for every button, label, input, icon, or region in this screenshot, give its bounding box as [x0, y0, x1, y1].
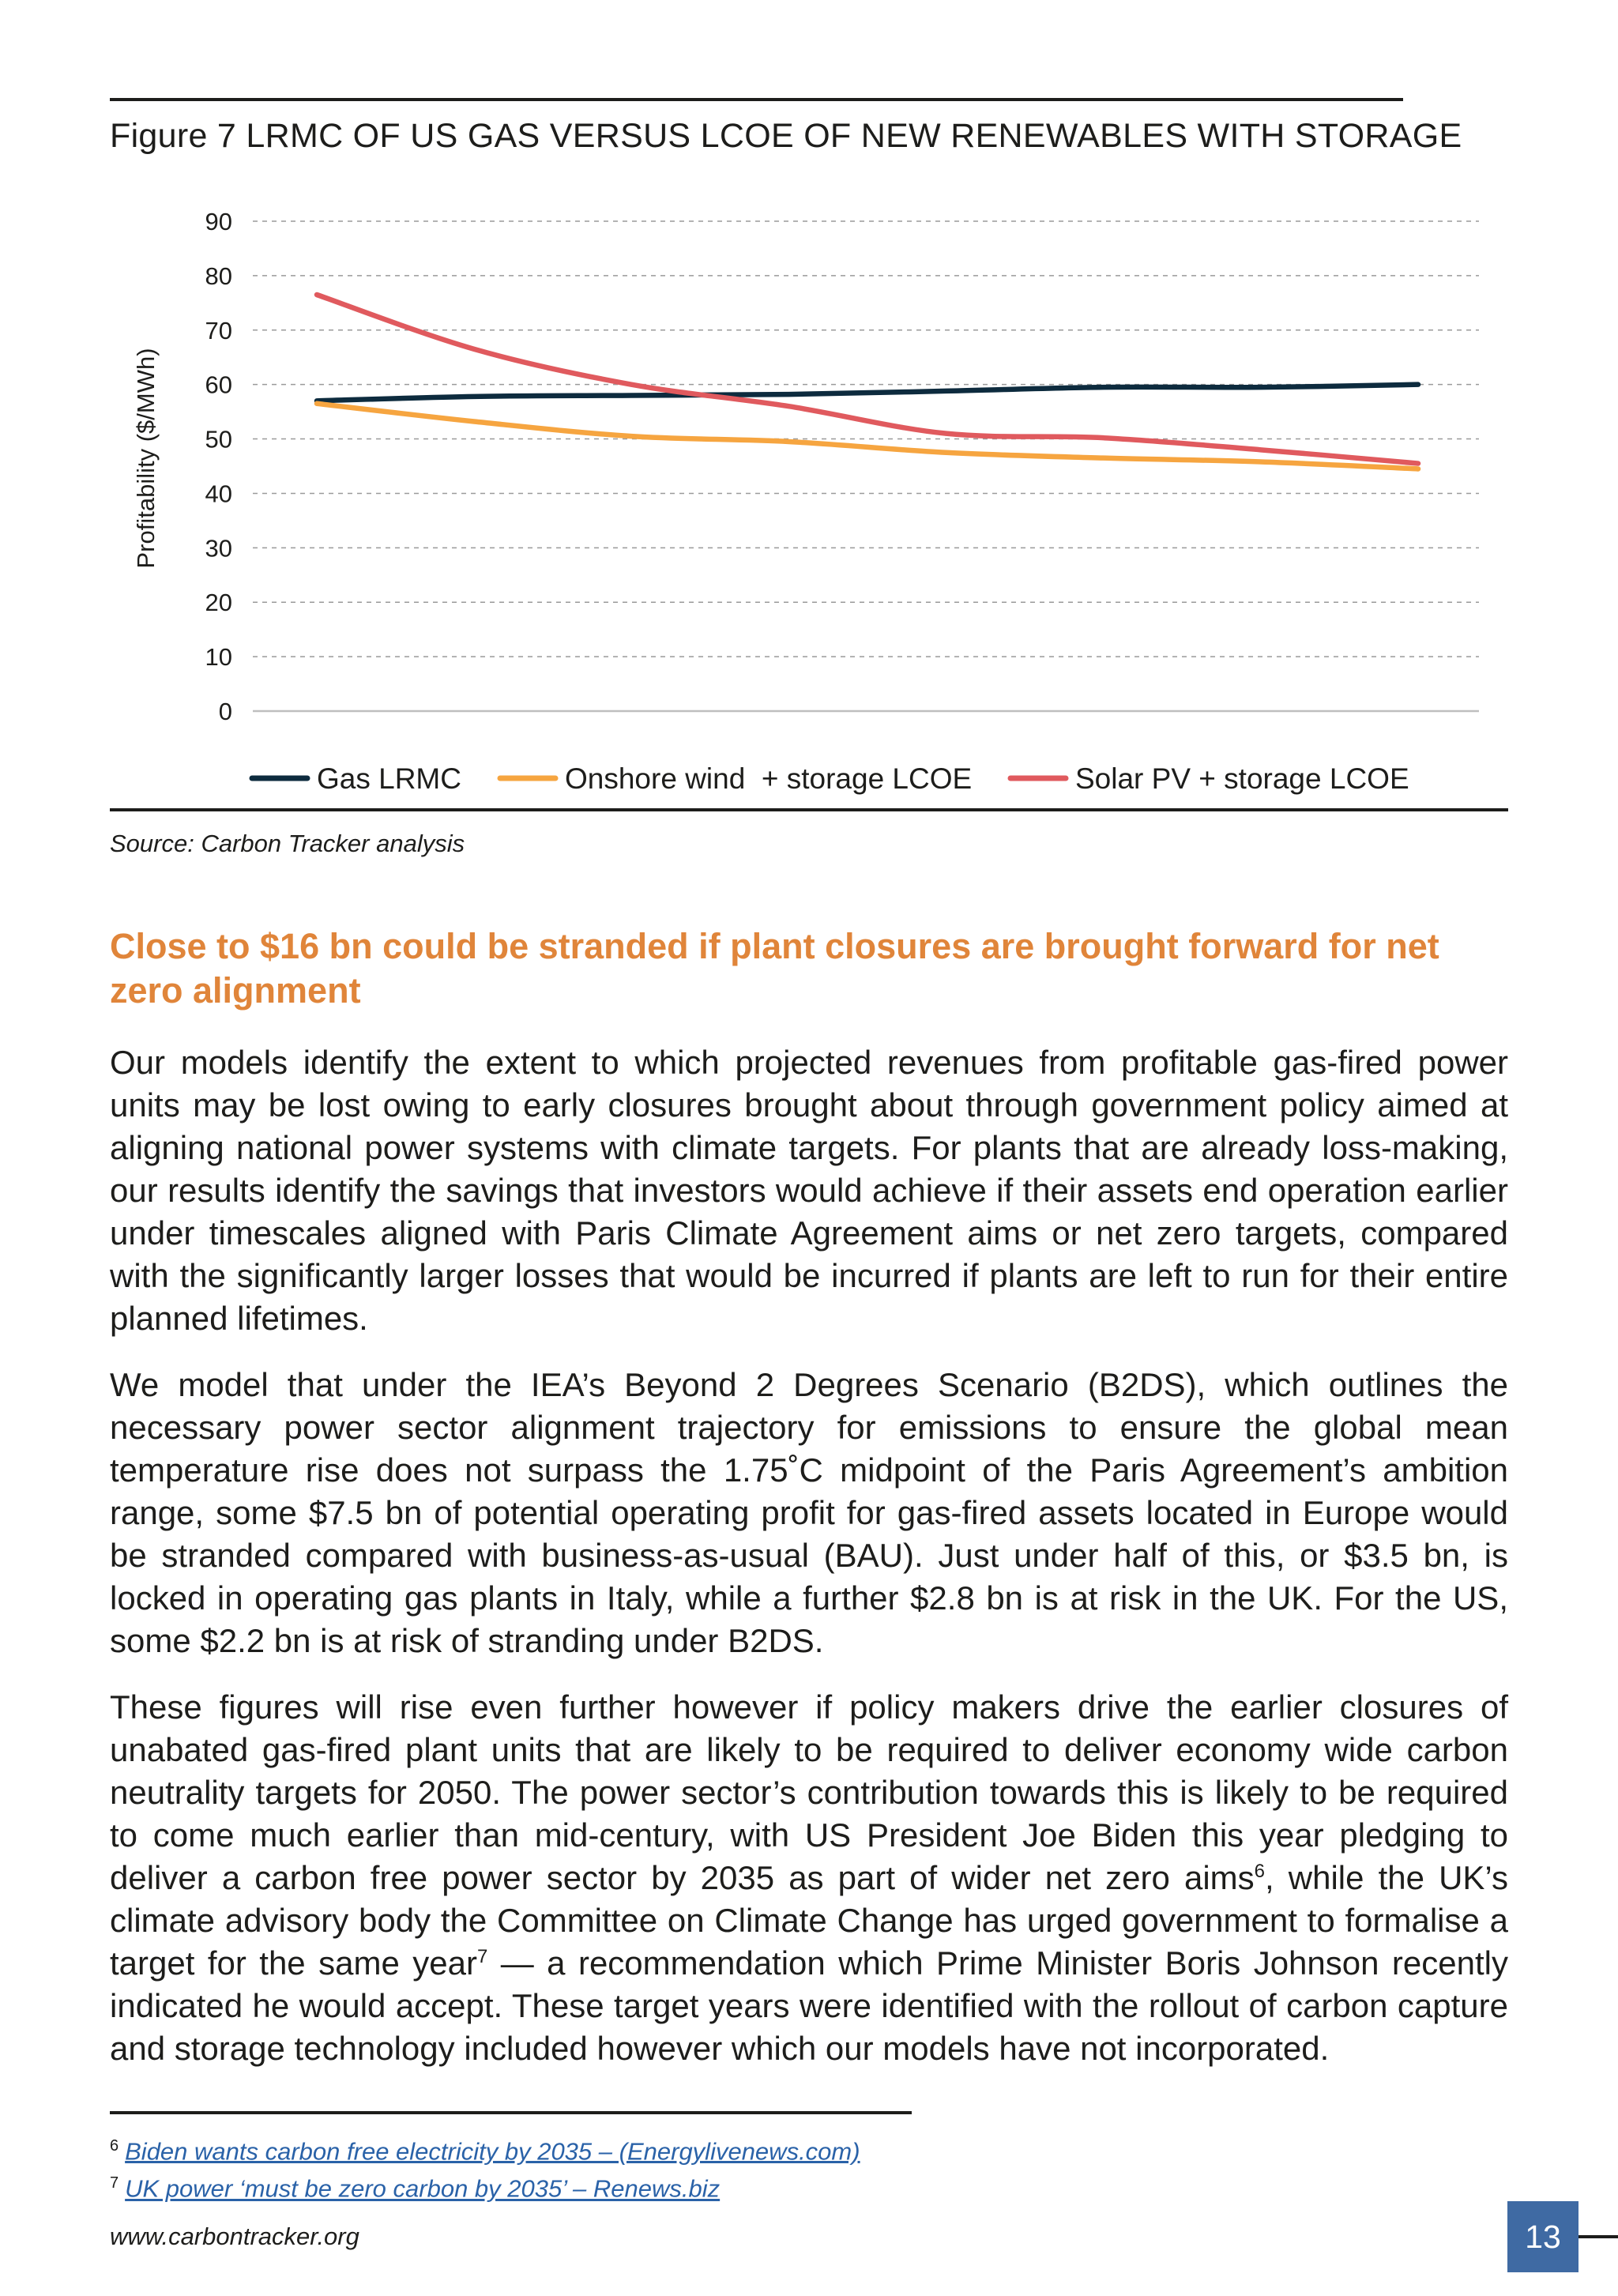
- footer-website[interactable]: www.carbontracker.org: [110, 2223, 359, 2250]
- figure-bottom-rule: [110, 808, 1508, 811]
- y-tick-label: 70: [205, 317, 232, 344]
- y-axis-label: Profitability ($/MWh): [132, 348, 160, 568]
- page-number: 13: [1507, 2201, 1578, 2272]
- y-tick-label: 50: [205, 426, 232, 454]
- footnote-number: 7: [110, 2174, 119, 2192]
- section-heading: Close to $16 bn could be stranded if pla…: [110, 926, 1439, 1011]
- y-tick-label: 90: [205, 208, 232, 235]
- legend-label: Solar PV + storage LCOE: [1075, 762, 1409, 795]
- footnote-ref-7[interactable]: 7: [476, 1946, 488, 1967]
- chart-series: [314, 292, 1421, 472]
- footnote-link[interactable]: UK power ‘must be zero carbon by 2035’ –…: [125, 2174, 721, 2203]
- footnote-link[interactable]: Biden wants carbon free electricity by 2…: [125, 2137, 860, 2166]
- line-chart: 0 10 20 30 40 50 60 70 80 90 Profitability ($/MWh…: [110, 190, 1508, 837]
- footnote-ref-6[interactable]: 6: [1254, 1861, 1266, 1882]
- paragraph-3-part-c: — a recommendation which Prime Minister …: [110, 1944, 1508, 2067]
- figure-top-rule: [110, 98, 1403, 101]
- y-tick-label: 40: [205, 480, 232, 507]
- footnote-number: 6: [110, 2137, 119, 2155]
- figure-title: Figure 7 LRMC OF US GAS VERSUS LCOE OF N…: [110, 117, 1462, 155]
- chart-grid: [253, 220, 1479, 713]
- y-tick-label: 20: [205, 589, 232, 616]
- footnote-6: 6 Biden wants carbon free electricity by …: [110, 2130, 860, 2167]
- legend-label: Onshore wind + storage LCOE: [565, 762, 972, 795]
- paragraph-3-part-a: These figures will rise even further how…: [110, 1688, 1508, 1896]
- y-tick-label: 0: [219, 698, 232, 725]
- chart-svg: 0 10 20 30 40 50 60 70 80 90 Profitability ($/MWh…: [132, 208, 1479, 795]
- paragraph-3-part-b: , while the UK’s climate advisory body t…: [110, 1859, 1508, 1982]
- chart-legend: Gas LRMC Onshore wind + storage LCOE Solar…: [249, 762, 1409, 795]
- body-text: Our models identify the extent to which …: [110, 1041, 1508, 2094]
- series-line-1: [314, 382, 1421, 404]
- paragraph-1: Our models identify the extent to which …: [110, 1044, 1508, 1337]
- y-axis-ticks: 0 10 20 30 40 50 60 70 80 90: [205, 208, 232, 725]
- figure-source: Source: Carbon Tracker analysis: [110, 830, 465, 857]
- y-tick-label: 30: [205, 534, 232, 562]
- footnote-rule: [110, 2111, 912, 2114]
- y-tick-label: 80: [205, 262, 232, 290]
- series-line-2: [314, 401, 1421, 472]
- y-tick-label: 60: [205, 371, 232, 399]
- page-number-rule: [1578, 2235, 1618, 2238]
- footnote-7: 7 UK power ‘must be zero carbon by 2035’ …: [110, 2167, 860, 2204]
- series-line-3: [314, 292, 1421, 466]
- footnotes: 6 Biden wants carbon free electricity by …: [110, 2130, 860, 2205]
- paragraph-3: These figures will rise even further how…: [110, 1686, 1508, 2070]
- paragraph-2: We model that under the IEA’s Beyond 2 D…: [110, 1366, 1508, 1659]
- y-tick-label: 10: [205, 643, 232, 671]
- legend-label: Gas LRMC: [317, 762, 461, 795]
